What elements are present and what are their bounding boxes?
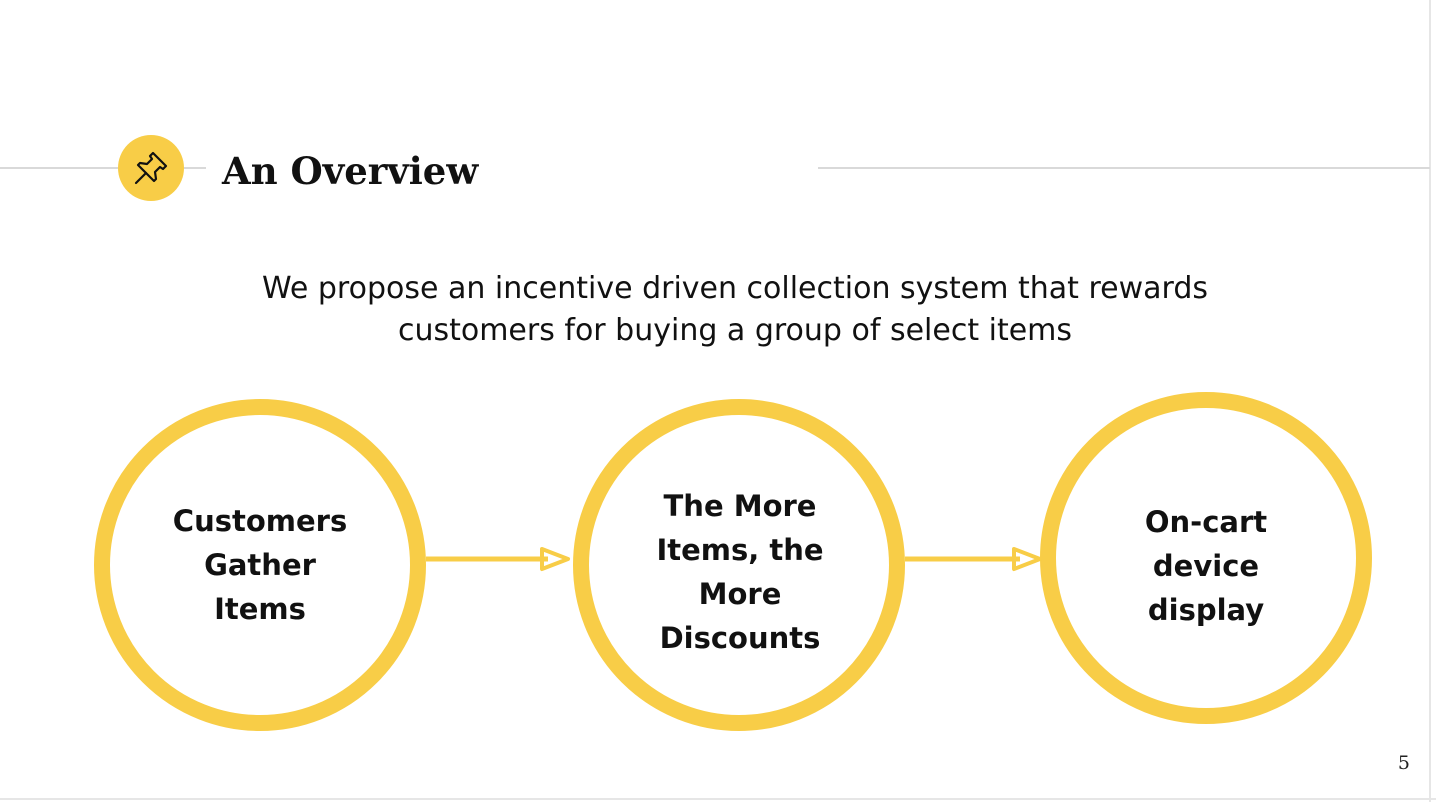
flow-arrow-1: [426, 547, 570, 571]
header-rule-right: [818, 167, 1430, 169]
slide-bottom-edge: [0, 798, 1436, 800]
step-circle-3: [1040, 392, 1372, 724]
slide-right-edge: [1429, 0, 1431, 802]
slide-subtitle: We propose an incentive driven collectio…: [261, 271, 1208, 348]
step-label-2: The More Items, the More Discounts: [656, 489, 824, 655]
pushpin-icon: [118, 135, 184, 201]
step-label-3: On-cart device display: [1144, 505, 1268, 627]
slide-title: An Overview: [222, 149, 479, 193]
step-circle-1: [94, 399, 426, 731]
header-rule-middle: [184, 167, 206, 169]
header-rule-left: [0, 167, 118, 169]
step-circle-2: [573, 399, 905, 731]
page-number: 5: [1397, 752, 1410, 774]
flow-arrow-2: [905, 547, 1042, 571]
step-label-1: Customers Gather Items: [172, 504, 348, 626]
pushpin-icon-glyph: [134, 151, 168, 185]
